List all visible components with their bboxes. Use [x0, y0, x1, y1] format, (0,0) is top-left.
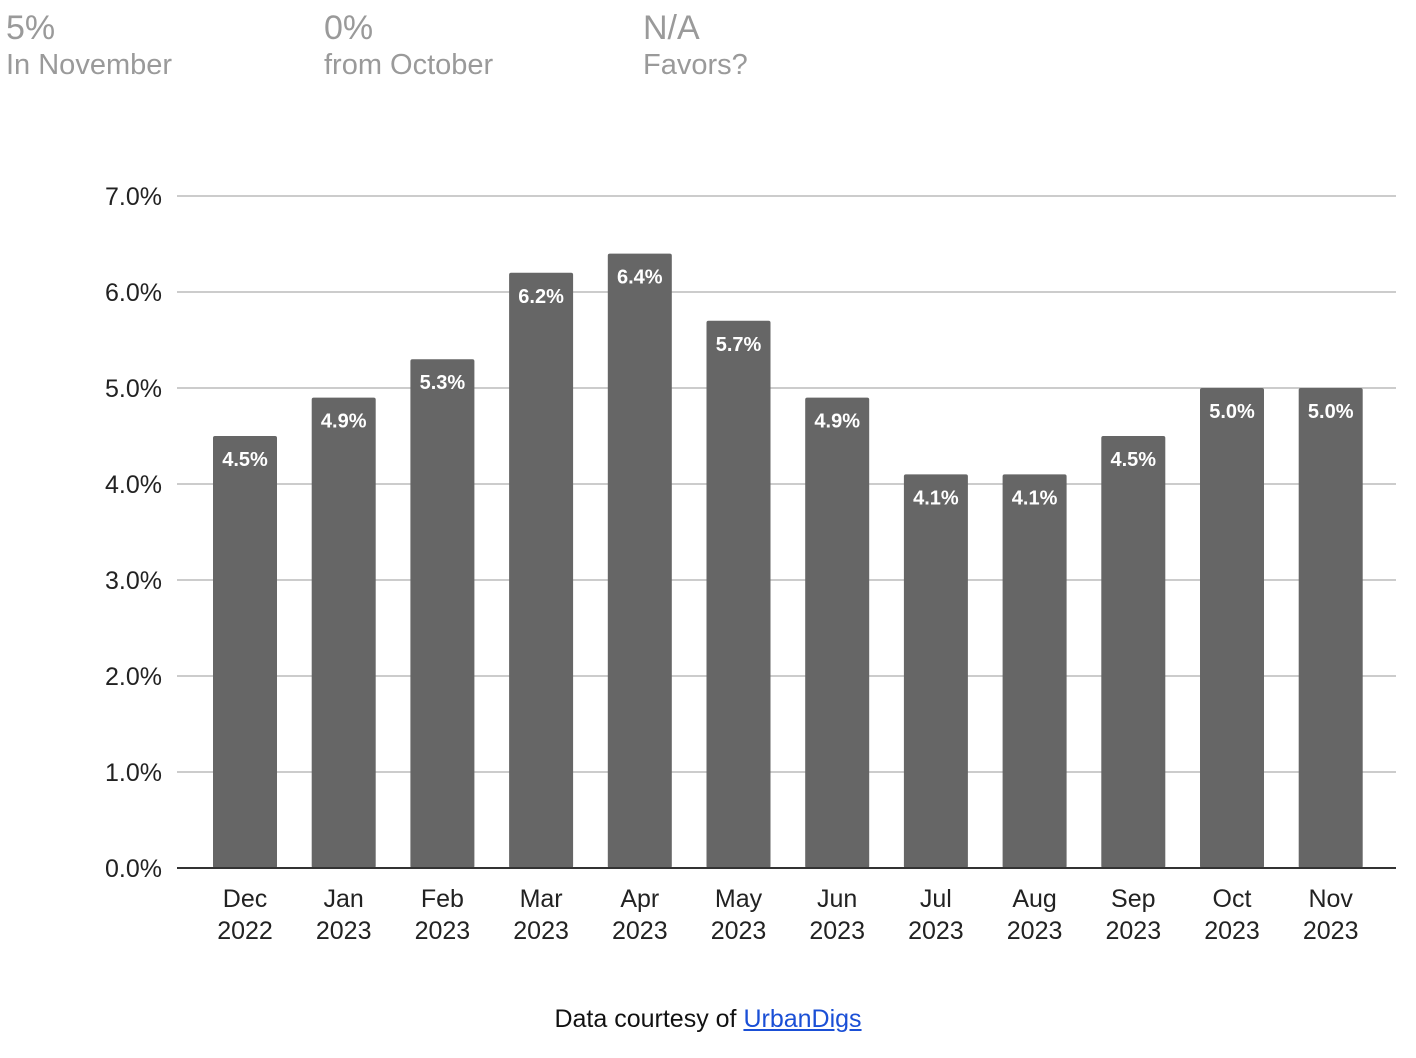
bar	[1200, 388, 1264, 868]
y-tick-label: 1.0%	[105, 759, 162, 787]
x-tick-label-year: 2023	[316, 917, 372, 945]
y-tick-label: 3.0%	[105, 567, 162, 595]
x-tick-label-month: Nov	[1308, 885, 1353, 913]
stat-current-value: 5%	[6, 9, 56, 47]
stat-favors-label: Favors?	[643, 49, 748, 81]
x-tick-label-year: 2023	[1204, 917, 1260, 945]
x-tick-label-month: Dec	[223, 885, 267, 913]
x-tick-label-year: 2023	[513, 917, 569, 945]
x-tick-label-year: 2023	[415, 917, 471, 945]
bar	[1101, 436, 1166, 868]
stat-current: 5% In November	[6, 10, 172, 82]
bar	[607, 253, 672, 869]
bar-chart: 0.0% 1.0% 2.0% 3.0% 4.0% 5.0% 6.0% 7.0% 4.5% Dec 2…	[105, 183, 1396, 945]
bar-data-label: 5.3%	[420, 372, 466, 394]
urbandigs-link[interactable]: UrbanDigs	[743, 1005, 862, 1033]
stats-summary: 5% In November 0% from October N/A Favor…	[0, 0, 1416, 100]
bar-data-label: 5.0%	[1209, 401, 1255, 423]
x-tick-label-year: 2023	[1105, 917, 1161, 945]
x-tick-label-month: Oct	[1213, 885, 1252, 913]
x-tick-label-month: Sep	[1111, 885, 1155, 913]
x-tick-label-year: 2023	[908, 917, 964, 945]
bar-data-label: 4.1%	[1012, 487, 1058, 509]
y-tick-label: 0.0%	[105, 855, 162, 883]
bar-data-label: 4.1%	[913, 487, 959, 509]
bar	[509, 272, 574, 868]
bar-data-label: 4.5%	[222, 449, 268, 471]
x-tick-label-month: Aug	[1012, 885, 1056, 913]
x-tick-label-year: 2022	[217, 917, 273, 945]
bar	[311, 397, 376, 868]
y-tick-label: 2.0%	[105, 663, 162, 691]
bar	[1298, 388, 1363, 868]
bar-data-label: 4.9%	[814, 411, 860, 433]
bar	[903, 474, 968, 868]
x-tick-label-year: 2023	[809, 917, 865, 945]
footer-credit: Data courtesy of UrbanDigs	[0, 1005, 1416, 1034]
bar-data-label: 5.7%	[716, 334, 762, 356]
x-tick-label-month: Jun	[817, 885, 857, 913]
x-tick-label-year: 2023	[1007, 917, 1063, 945]
stat-change-label: from October	[324, 49, 494, 81]
y-tick-label: 5.0%	[105, 375, 162, 403]
stat-change-value: 0%	[324, 9, 374, 47]
footer-prefix: Data courtesy of	[554, 1005, 744, 1033]
x-tick-label-year: 2023	[711, 917, 767, 945]
bar-data-label: 5.0%	[1308, 401, 1354, 423]
bar-data-label: 6.4%	[617, 267, 663, 289]
bar	[213, 436, 277, 868]
bar-data-label: 4.9%	[321, 411, 367, 433]
bar	[1002, 474, 1067, 868]
stat-favors-value: N/A	[643, 9, 700, 47]
x-tick-label-year: 2023	[1303, 917, 1359, 945]
x-tick-label-month: Feb	[421, 885, 464, 913]
y-tick-label: 4.0%	[105, 471, 162, 499]
x-tick-label-month: Jul	[920, 885, 952, 913]
x-tick-label-month: Jan	[324, 885, 364, 913]
stat-favors: N/A Favors?	[643, 10, 748, 82]
bar	[706, 320, 771, 868]
stat-change: 0% from October	[324, 10, 493, 82]
x-tick-label-month: Mar	[520, 885, 563, 913]
x-tick-label-month: Apr	[620, 885, 659, 913]
bar-data-label: 6.2%	[518, 286, 564, 308]
bar	[410, 359, 475, 868]
bar	[805, 397, 870, 868]
x-tick-label-year: 2023	[612, 917, 668, 945]
y-tick-label: 7.0%	[105, 183, 162, 211]
bar-data-label: 4.5%	[1111, 449, 1157, 471]
stat-current-label: In November	[6, 49, 173, 81]
y-tick-label: 6.0%	[105, 279, 162, 307]
x-tick-label-month: May	[715, 885, 763, 913]
